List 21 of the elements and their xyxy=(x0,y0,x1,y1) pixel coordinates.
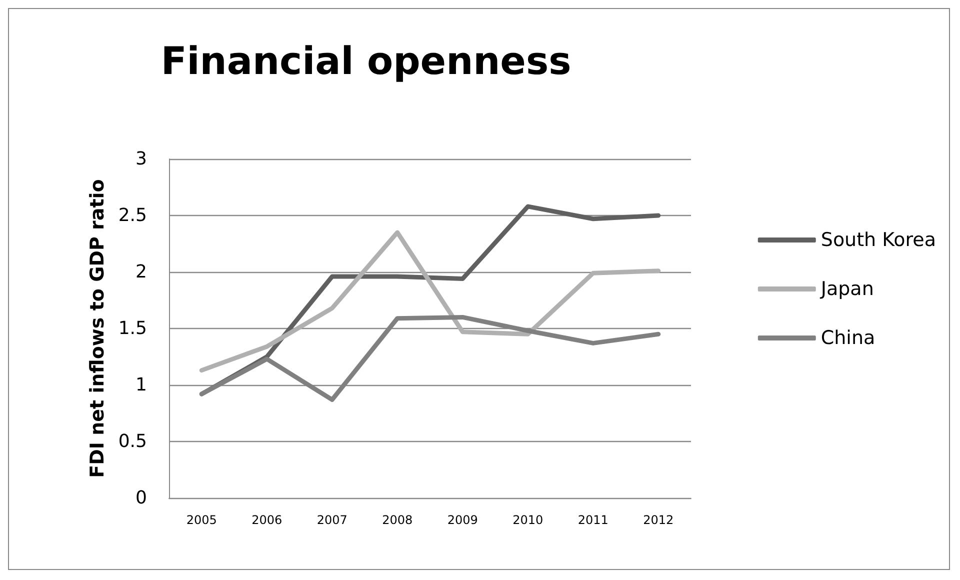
y-tick-label: 1.5 xyxy=(118,318,147,339)
y-tick-label: 0.5 xyxy=(118,431,147,452)
x-tick-label: 2012 xyxy=(643,513,674,527)
x-tick-label: 2010 xyxy=(512,513,544,527)
line-series xyxy=(199,230,661,373)
y-tick-label: 3 xyxy=(136,148,147,170)
y-axis-title: FDI net inflows to GDP ratio xyxy=(86,179,108,478)
chart-title: Financial openness xyxy=(160,39,572,83)
x-tick-label: 2011 xyxy=(578,513,608,527)
y-tick-label: 1 xyxy=(136,374,147,396)
x-tick-label: 2006 xyxy=(252,513,282,527)
x-tick-label: 2007 xyxy=(316,513,348,527)
legend-label: Japan xyxy=(820,278,874,300)
y-tick-label: 0 xyxy=(136,488,147,508)
x-tick-label: 2005 xyxy=(186,513,217,527)
x-tick-label: 2009 xyxy=(447,513,478,527)
y-tick-label: 2 xyxy=(136,262,147,282)
x-tick-label: 2008 xyxy=(382,513,413,527)
legend-label: China xyxy=(820,327,876,349)
legend-label: South Korea xyxy=(820,229,936,251)
y-tick-label: 2.5 xyxy=(118,205,147,226)
